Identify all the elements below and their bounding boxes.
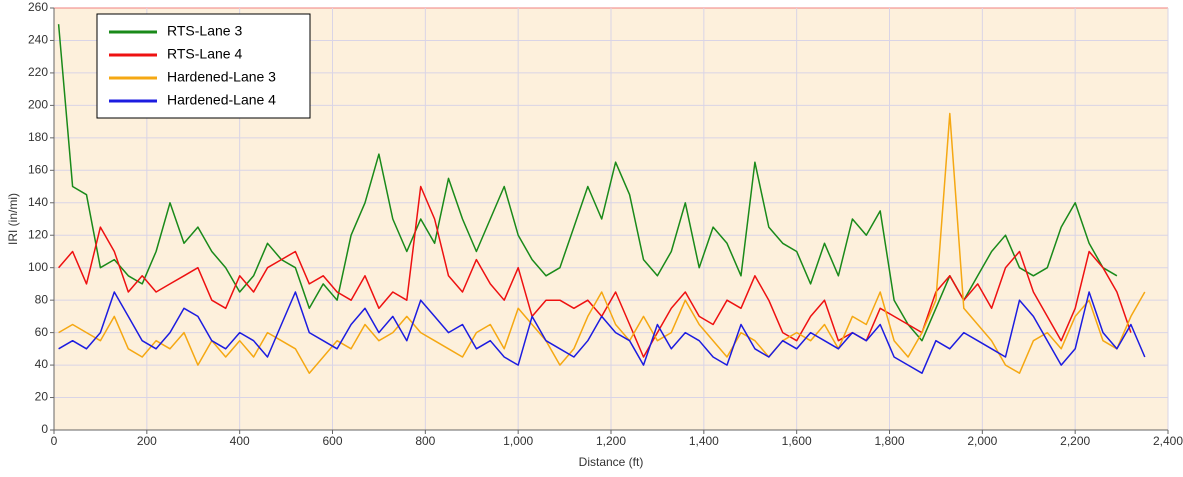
legend: RTS-Lane 3 RTS-Lane 4 Hardened-Lane 3 Harde… bbox=[96, 13, 311, 119]
x-tick-label: 400 bbox=[230, 434, 250, 448]
y-tick-label: 40 bbox=[35, 357, 49, 371]
x-tick-label: 1,200 bbox=[596, 434, 626, 448]
y-axis-title: IRI (in/mi) bbox=[6, 193, 20, 245]
y-tick-label: 100 bbox=[28, 260, 48, 274]
y-tick-label: 180 bbox=[28, 130, 48, 144]
legend-label: Hardened-Lane 3 bbox=[167, 69, 276, 85]
data-line bbox=[58, 291, 1146, 374]
x-tick-label: 800 bbox=[415, 434, 435, 448]
y-tick-label: 140 bbox=[28, 195, 48, 209]
y-tick-label: 200 bbox=[28, 98, 48, 112]
x-tick-label: 1,000 bbox=[503, 434, 533, 448]
x-tick-label: 600 bbox=[322, 434, 342, 448]
x-tick-label: 200 bbox=[137, 434, 157, 448]
y-tick-label: 120 bbox=[28, 227, 48, 241]
y-tick-label: 20 bbox=[35, 390, 49, 404]
legend-label: Hardened-Lane 4 bbox=[167, 92, 276, 108]
y-tick-label: 240 bbox=[28, 33, 48, 47]
x-tick-label: 1,400 bbox=[689, 434, 719, 448]
y-tick-label: 0 bbox=[41, 422, 48, 436]
legend-label: RTS-Lane 3 bbox=[167, 23, 242, 39]
data-line bbox=[57, 24, 1118, 342]
y-tick-label: 260 bbox=[28, 0, 48, 14]
y-tick-label: 80 bbox=[35, 292, 49, 306]
data-line bbox=[58, 185, 1132, 358]
y-tick-label: 220 bbox=[28, 65, 48, 79]
x-tick-label: 1,600 bbox=[782, 434, 812, 448]
y-tick-label: 160 bbox=[28, 162, 48, 176]
y-tick-label: 60 bbox=[35, 325, 49, 339]
x-tick-label: 1,800 bbox=[874, 434, 904, 448]
x-tick-label: 2,000 bbox=[967, 434, 997, 448]
x-tick-label: 0 bbox=[51, 434, 58, 448]
x-tick-label: 2,200 bbox=[1060, 434, 1090, 448]
legend-label: RTS-Lane 4 bbox=[167, 46, 242, 62]
x-tick-label: 2,400 bbox=[1153, 434, 1183, 448]
data-line bbox=[58, 112, 1146, 374]
x-axis-title: Distance (ft) bbox=[579, 455, 644, 469]
